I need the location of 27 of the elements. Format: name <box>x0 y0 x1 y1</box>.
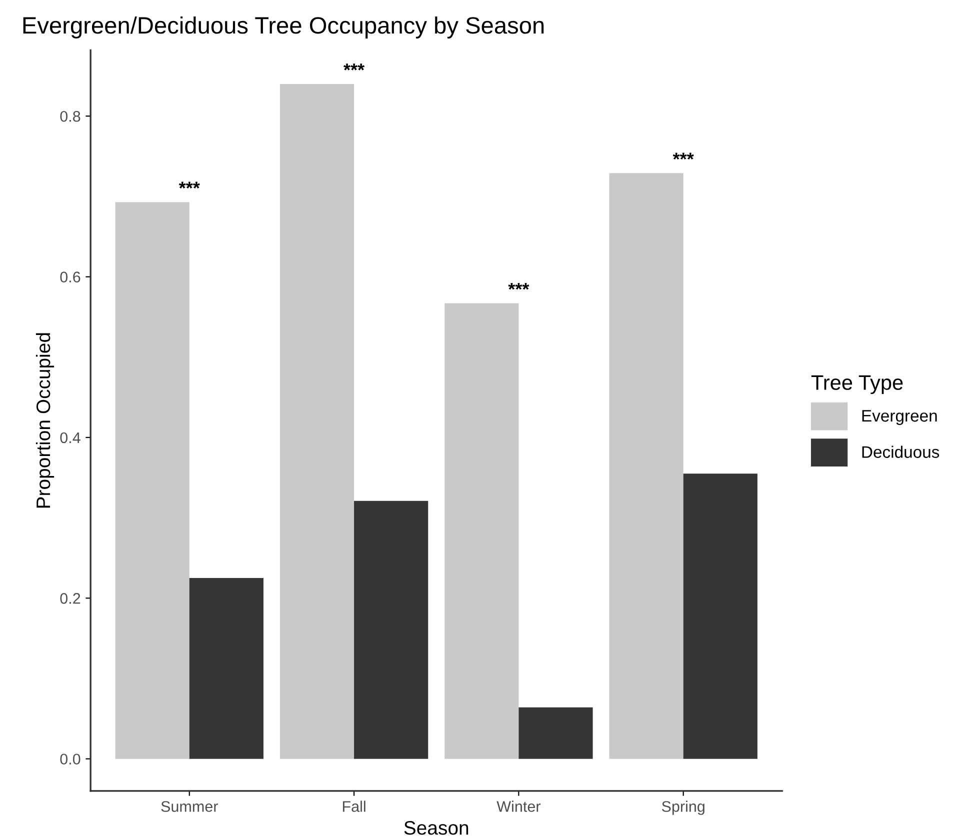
bar <box>115 202 190 759</box>
legend-title: Tree Type <box>811 375 903 394</box>
bar <box>280 84 354 759</box>
chart-title: Evergreen/Deciduous Tree Occupancy by Season <box>23 16 544 38</box>
x-tick-label: Winter <box>496 800 540 812</box>
x-tick-label: Fall <box>342 800 366 812</box>
bar <box>189 578 264 759</box>
bar <box>518 707 593 759</box>
bar <box>354 500 428 759</box>
y-tick-label: 0.8 <box>60 110 80 122</box>
bar <box>444 303 519 759</box>
legend-label: Deciduous <box>862 446 940 458</box>
y-tick-label: 0.4 <box>60 432 80 444</box>
bar <box>683 474 758 759</box>
x-axis-title: Season <box>404 821 468 835</box>
y-tick-label: 0.6 <box>60 272 80 282</box>
annotation: *** <box>344 64 365 70</box>
x-tick-label: Summer <box>161 801 218 812</box>
annotation: *** <box>672 152 694 160</box>
y-tick-label: 0.0 <box>60 754 80 765</box>
y-axis-title: Proportion Occupied <box>36 333 54 508</box>
annotation: *** <box>178 182 200 188</box>
y-tick-label: 0.2 <box>60 593 80 604</box>
legend-label: Evergreen <box>862 410 937 426</box>
bar <box>609 173 684 759</box>
x-tick-label: Spring <box>662 800 704 815</box>
annotation: *** <box>508 282 530 290</box>
